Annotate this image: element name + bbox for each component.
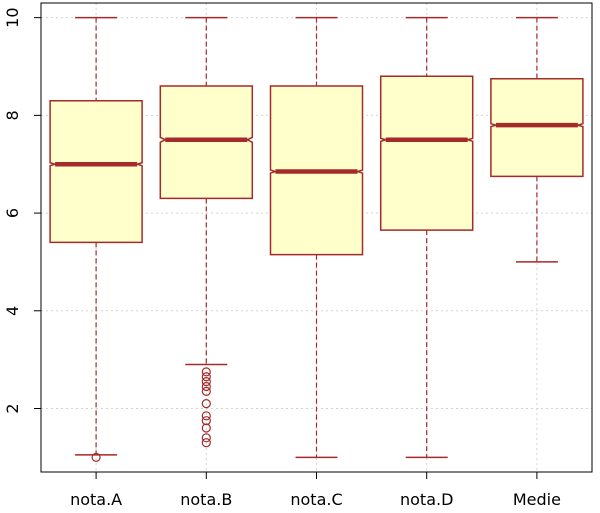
box-nota.B [159,16,254,448]
box-body [379,75,474,231]
outlier-point [91,452,101,462]
box-body [490,77,584,178]
outlier-point [201,386,211,396]
outlier-point [201,438,211,448]
box-nota.D [379,16,474,459]
y-tick-label: 4 [3,306,22,316]
box-nota.C [269,16,364,459]
box-nota.A [49,16,143,462]
x-axis: nota.A nota.B nota.C nota.D Medie [70,472,561,509]
box-series [49,16,584,462]
box-body [159,85,254,200]
outlier-point [201,433,211,443]
y-tick-label: 2 [3,403,22,413]
y-tick-label: 10 [3,7,22,27]
box-Medie [490,16,584,263]
x-tick-label: nota.C [290,490,342,509]
y-tick-label: 8 [3,110,22,120]
outlier-point [201,372,211,382]
y-tick-label: 6 [3,208,22,218]
x-tick-label: nota.D [400,490,453,509]
outlier-point [201,423,211,433]
x-tick-label: Medie [513,490,561,509]
outlier-point [201,377,211,387]
x-tick-label: nota.A [70,490,122,509]
outlier-point [201,399,211,409]
y-axis: 2 4 6 8 10 [3,7,41,414]
outlier-point [201,411,211,421]
box-body [49,99,143,244]
outlier-point [201,367,211,377]
x-tick-label: nota.B [180,490,232,509]
outlier-point [201,381,211,392]
outlier-point [201,416,211,426]
